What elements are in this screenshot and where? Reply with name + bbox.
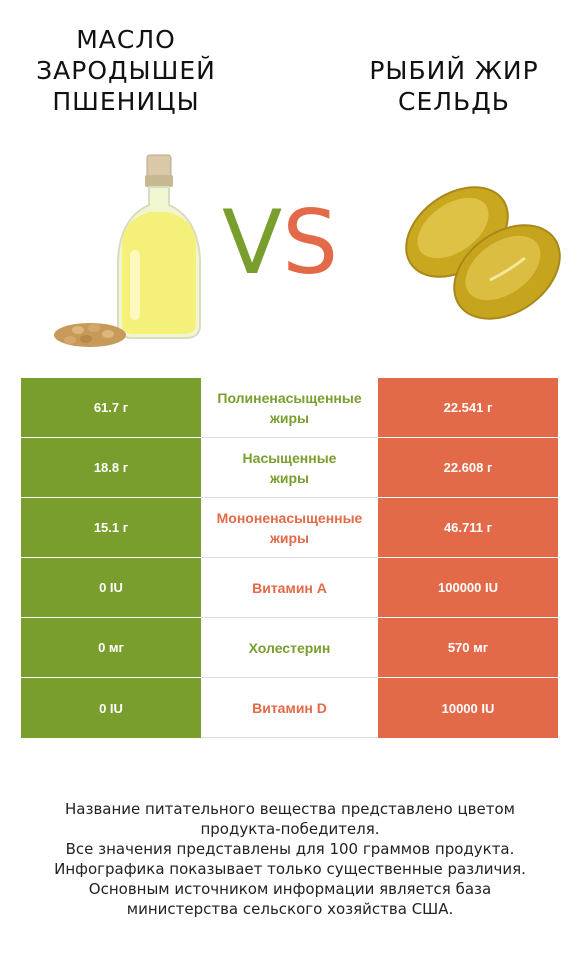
footnote-line: продукта-победителя.	[200, 820, 380, 838]
footnote-line: министерства сельского хозяйства США.	[126, 900, 454, 918]
nutrient-label: Витамин A	[201, 558, 378, 618]
right-value: 22.608 г	[378, 438, 558, 498]
table-row: 61.7 г Полиненасыщенные жиры 22.541 г	[21, 378, 558, 438]
nutrient-label: Мононенасыщенные жиры	[201, 498, 378, 558]
nutrient-label: Полиненасыщенные жиры	[201, 378, 378, 438]
footnote-line: Основным источником информации является …	[88, 880, 492, 898]
right-value: 46.711 г	[378, 498, 558, 558]
right-value: 570 мг	[378, 618, 558, 678]
left-value: 0 IU	[21, 678, 201, 738]
footnote: Название питательного вещества представл…	[30, 799, 550, 919]
left-value: 61.7 г	[21, 378, 201, 438]
vs-v: V	[222, 191, 283, 294]
comparison-table: 61.7 г Полиненасыщенные жиры 22.541 г 18.…	[21, 378, 558, 738]
right-title-line: СЕЛЬДЬ	[398, 87, 510, 116]
left-value: 0 IU	[21, 558, 201, 618]
table-row: 0 IU Витамин A 100000 IU	[21, 558, 558, 618]
nutrient-label: Насыщенные жиры	[201, 438, 378, 498]
left-value: 15.1 г	[21, 498, 201, 558]
right-value: 22.541 г	[378, 378, 558, 438]
right-title-line: РЫБИЙ ЖИР	[369, 56, 539, 85]
right-product-title: РЫБИЙ ЖИР СЕЛЬДЬ	[344, 55, 564, 117]
footnote-line: Все значения представлены для 100 граммо…	[65, 840, 515, 858]
fish-oil-capsules-image	[395, 180, 565, 330]
table-row: 18.8 г Насыщенные жиры 22.608 г	[21, 438, 558, 498]
vs-label: VS	[222, 198, 338, 288]
table-row: 0 мг Холестерин 570 мг	[21, 618, 558, 678]
left-value: 18.8 г	[21, 438, 201, 498]
wheat-germ-oil-image	[50, 150, 220, 355]
nutrient-label: Холестерин	[201, 618, 378, 678]
footnote-line: Инфографика показывает только существенн…	[54, 860, 526, 878]
right-value: 10000 IU	[378, 678, 558, 738]
table-row: 0 IU Витамин D 10000 IU	[21, 678, 558, 738]
right-value: 100000 IU	[378, 558, 558, 618]
left-value: 0 мг	[21, 618, 201, 678]
oil-bottle-illustration	[54, 154, 201, 347]
left-product-title: МАСЛО ЗАРОДЫШЕЙ ПШЕНИЦЫ	[16, 24, 236, 117]
left-title-line: МАСЛО	[76, 25, 176, 54]
left-title-line: ПШЕНИЦЫ	[52, 87, 200, 116]
footnote-line: Название питательного вещества представл…	[65, 800, 515, 818]
nutrient-label: Витамин D	[201, 678, 378, 738]
capsule-illustration	[405, 186, 561, 320]
left-title-line: ЗАРОДЫШЕЙ	[36, 56, 216, 85]
table-row: 15.1 г Мононенасыщенные жиры 46.711 г	[21, 498, 558, 558]
vs-s: S	[282, 191, 339, 294]
